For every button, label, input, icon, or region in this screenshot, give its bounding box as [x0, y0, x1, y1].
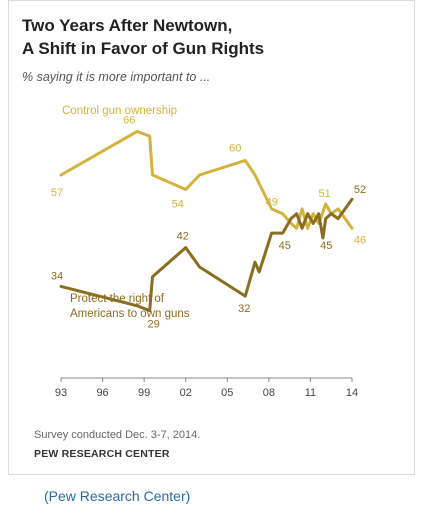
source-label: PEW RESEARCH CENTER — [34, 448, 170, 460]
x-tick-label: 14 — [346, 387, 358, 399]
chart-card — [8, 0, 415, 475]
data-label: 29 — [148, 319, 160, 331]
credit-close-paren: ) — [185, 488, 191, 504]
data-label: 45 — [279, 240, 291, 252]
series-line-control-gun-ownership — [59, 129, 354, 230]
x-tick-label: 05 — [221, 387, 233, 399]
line-chart: 93 96 99 02 05 08 11 14 57 66 54 60 49 51 46 34 29 42 32 45… — [51, 105, 366, 399]
series-label-line: Americans to own guns — [70, 308, 190, 320]
series-label-control-gun-ownership: Control gun ownership — [62, 105, 177, 117]
chart-subtitle: % saying it is more important to ... — [22, 70, 211, 84]
credit-link[interactable]: Pew Research Center — [48, 488, 186, 504]
x-tick-label: 93 — [55, 387, 67, 399]
x-tick-label: 96 — [96, 387, 108, 399]
data-label: 57 — [51, 187, 63, 199]
data-label: 34 — [51, 270, 63, 282]
data-label: 52 — [354, 184, 366, 196]
credit-open-paren: ( — [44, 488, 49, 504]
survey-note: Survey conducted Dec. 3-7, 2014. — [34, 429, 201, 441]
x-tick-label: 08 — [263, 387, 275, 399]
x-tick-label: 11 — [305, 387, 316, 399]
series-line-protect-gun-rights — [59, 197, 354, 313]
series-label-line: Protect the right of — [70, 293, 165, 305]
data-label: 46 — [354, 234, 366, 246]
data-label: 60 — [229, 142, 241, 154]
series-label-protect-gun-rights: Protect the right of Americans to own gun… — [70, 293, 190, 320]
x-tick-label: 02 — [180, 387, 192, 399]
data-label: 54 — [172, 199, 184, 211]
chart-title-line2: A Shift in Favor of Gun Rights — [22, 39, 265, 58]
data-label: 49 — [266, 197, 278, 209]
data-label: 51 — [319, 188, 331, 200]
data-label: 42 — [177, 231, 189, 243]
chart-title: Two Years After Newtown, A Shift in Favo… — [22, 14, 264, 60]
data-label: 32 — [238, 303, 250, 315]
data-label: 45 — [320, 240, 332, 252]
chart-title-line1: Two Years After Newtown, — [22, 16, 233, 35]
x-tick-label: 99 — [138, 387, 150, 399]
data-label: 66 — [123, 114, 135, 126]
credit-line: (Pew Research Center) — [44, 488, 190, 504]
